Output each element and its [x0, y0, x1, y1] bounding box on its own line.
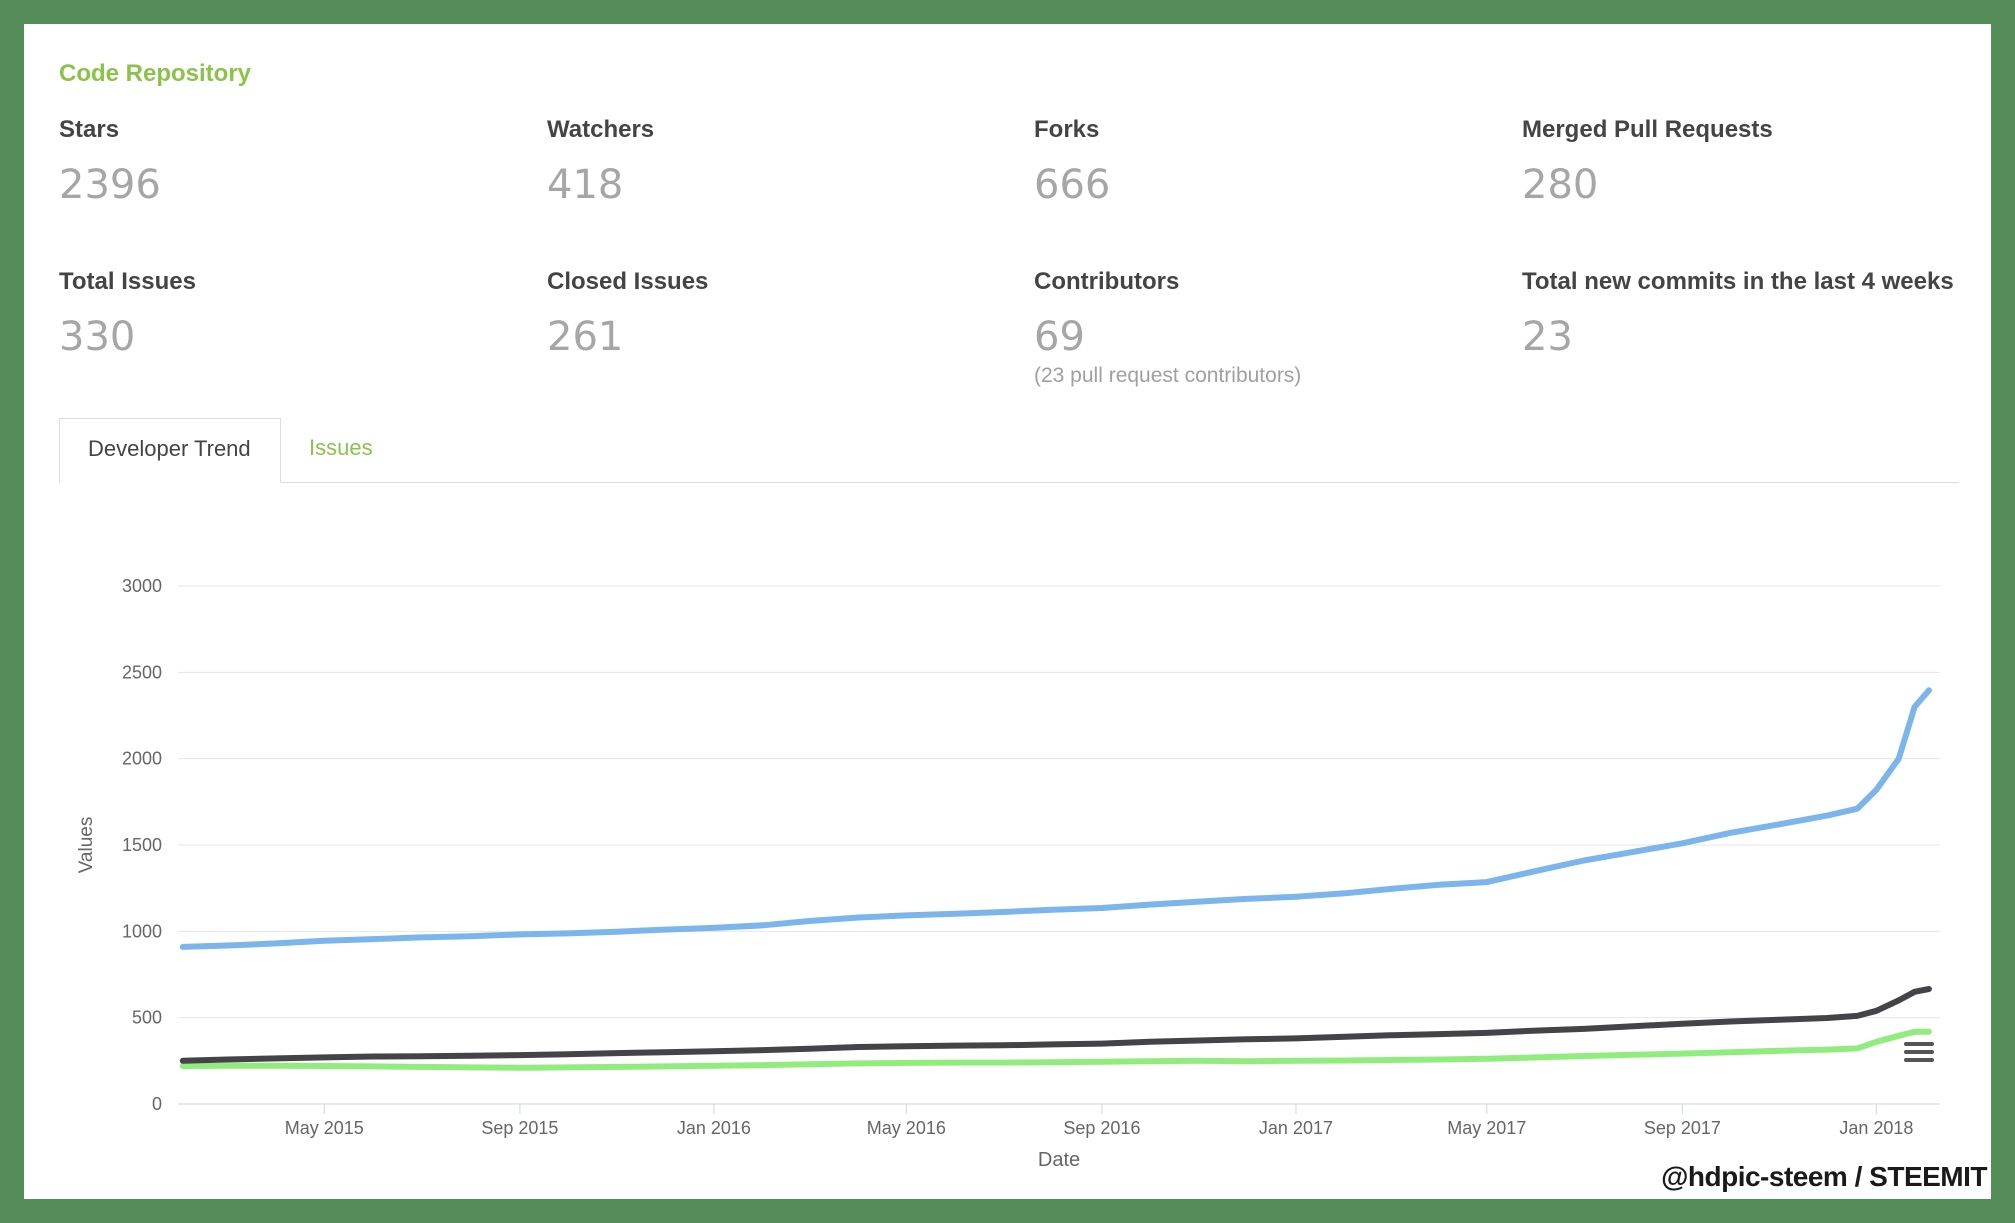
- stat-watchers: Watchers 418: [547, 116, 1007, 208]
- y-tick-label: 0: [152, 1094, 162, 1114]
- stat-new-commits: Total new commits in the last 4 weeks 23: [1522, 268, 1982, 360]
- stat-label: Total new commits in the last 4 weeks: [1522, 268, 1954, 295]
- stat-value: 23: [1522, 314, 1573, 360]
- y-tick-label: 1000: [122, 921, 162, 941]
- y-axis-ticks: 0 500 1000 1500 2000 2500 3000: [122, 576, 162, 1114]
- y-axis-label: Values: [76, 817, 97, 874]
- stat-label: Forks: [1034, 116, 1100, 143]
- watermark: @hdpic-steem / STEEMIT: [1661, 1161, 1987, 1192]
- stat-value: 69: [1034, 314, 1085, 360]
- hamburger-menu-icon[interactable]: [1900, 1034, 1940, 1070]
- stat-merged-pull-requests: Merged Pull Requests 280: [1522, 116, 1982, 208]
- stat-label: Total Issues: [59, 268, 196, 295]
- stat-label: Merged Pull Requests: [1522, 116, 1773, 143]
- stat-closed-issues: Closed Issues 261: [547, 268, 1007, 360]
- x-axis-ticks: May 2015 Sep 2015 Jan 2016 May 2016 Sep 2016…: [285, 1104, 1913, 1138]
- stat-contributors: Contributors 69 (23 pull request contrib…: [1034, 268, 1494, 388]
- tab-issues[interactable]: Issues: [309, 435, 373, 460]
- stat-value: 280: [1522, 162, 1599, 208]
- developer-trend-chart: 0 500 1000 1500 2000 2500 3000 May 2015 Sep 201…: [76, 576, 1940, 1171]
- x-tick-label: May 2017: [1447, 1118, 1526, 1138]
- stat-value: 330: [59, 314, 136, 360]
- series-lines: [179, 687, 1932, 1071]
- y-tick-label: 3000: [122, 576, 162, 596]
- x-tick-label: Sep 2015: [481, 1118, 558, 1138]
- y-tick-label: 2000: [122, 749, 162, 769]
- x-tick-label: Jan 2017: [1259, 1118, 1333, 1138]
- x-tick-label: Jan 2018: [1839, 1118, 1913, 1138]
- stat-value: 666: [1034, 162, 1111, 208]
- x-tick-label: Sep 2017: [1644, 1118, 1721, 1138]
- stat-note: (23 pull request contributors): [1034, 364, 1302, 387]
- stat-total-issues: Total Issues 330: [59, 268, 519, 360]
- stat-value: 418: [547, 162, 624, 208]
- x-tick-label: Sep 2016: [1063, 1118, 1140, 1138]
- tab-developer-trend[interactable]: Developer Trend: [59, 418, 281, 483]
- x-tick-label: May 2016: [867, 1118, 946, 1138]
- x-tick-label: May 2015: [285, 1118, 364, 1138]
- stat-stars: Stars 2396: [59, 116, 519, 208]
- stat-label: Stars: [59, 116, 120, 143]
- series-line-stars: [179, 687, 1932, 950]
- tab-bar: Developer Trend Issues: [59, 418, 1959, 483]
- stat-value: 261: [547, 314, 624, 360]
- y-tick-label: 2500: [122, 662, 162, 682]
- x-axis-label: Date: [1038, 1149, 1080, 1171]
- stat-label: Watchers: [547, 116, 655, 143]
- grid: [178, 585, 1940, 1019]
- repository-panel: Code Repository Stars 2396 Watchers 418 …: [24, 24, 1991, 1199]
- stat-forks: Forks 666: [1034, 116, 1494, 208]
- series-line-forks: [179, 986, 1932, 1064]
- stat-label: Closed Issues: [547, 268, 709, 295]
- section-title: Code Repository: [59, 60, 252, 87]
- series-line-watchers: [179, 1028, 1932, 1071]
- x-tick-label: Jan 2016: [677, 1118, 751, 1138]
- stat-label: Contributors: [1034, 268, 1180, 295]
- y-tick-label: 500: [132, 1008, 162, 1028]
- stat-value: 2396: [59, 162, 161, 208]
- y-tick-label: 1500: [122, 835, 162, 855]
